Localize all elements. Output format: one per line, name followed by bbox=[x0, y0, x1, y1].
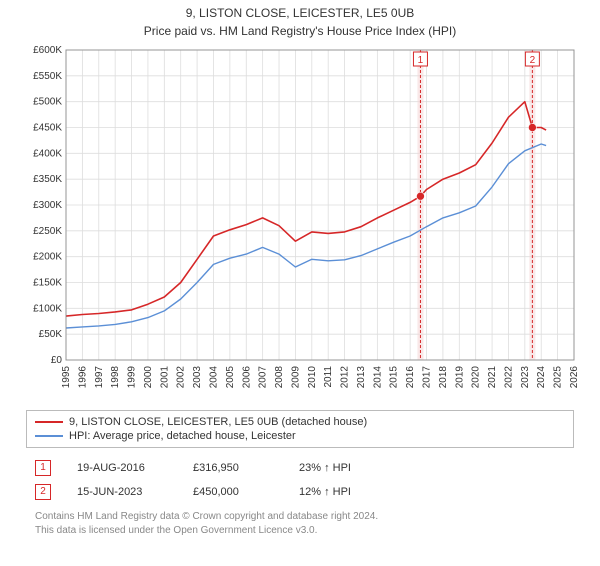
svg-text:2: 2 bbox=[530, 55, 536, 66]
svg-text:£600K: £600K bbox=[33, 45, 62, 56]
svg-text:2014: 2014 bbox=[372, 366, 383, 389]
svg-text:2024: 2024 bbox=[536, 366, 547, 389]
legend-swatch bbox=[35, 421, 63, 423]
legend-item: HPI: Average price, detached house, Leic… bbox=[35, 429, 565, 443]
svg-text:2010: 2010 bbox=[307, 366, 318, 389]
svg-text:£300K: £300K bbox=[33, 200, 62, 211]
svg-text:2000: 2000 bbox=[143, 366, 154, 389]
svg-text:2025: 2025 bbox=[553, 366, 564, 389]
svg-text:2026: 2026 bbox=[569, 366, 580, 389]
svg-text:£50K: £50K bbox=[39, 329, 63, 340]
svg-text:2007: 2007 bbox=[258, 366, 269, 389]
svg-text:2019: 2019 bbox=[454, 366, 465, 389]
trade-row: 1 19-AUG-2016 £316,950 23% ↑ HPI bbox=[35, 456, 565, 480]
trade-price: £450,000 bbox=[193, 486, 273, 498]
svg-text:2020: 2020 bbox=[471, 366, 482, 389]
svg-text:2021: 2021 bbox=[487, 366, 498, 389]
svg-text:£400K: £400K bbox=[33, 148, 62, 159]
svg-text:1998: 1998 bbox=[110, 366, 121, 389]
trade-date: 15-JUN-2023 bbox=[77, 486, 167, 498]
svg-text:£100K: £100K bbox=[33, 303, 62, 314]
legend-item: 9, LISTON CLOSE, LEICESTER, LE5 0UB (det… bbox=[35, 415, 565, 429]
trade-date: 19-AUG-2016 bbox=[77, 462, 167, 474]
svg-text:2011: 2011 bbox=[323, 366, 334, 388]
svg-text:1: 1 bbox=[418, 55, 424, 66]
trade-row: 2 15-JUN-2023 £450,000 12% ↑ HPI bbox=[35, 480, 565, 504]
svg-text:2005: 2005 bbox=[225, 366, 236, 389]
svg-text:2015: 2015 bbox=[389, 366, 400, 389]
svg-text:£250K: £250K bbox=[33, 226, 62, 237]
svg-text:1996: 1996 bbox=[77, 366, 88, 389]
page-title: 9, LISTON CLOSE, LEICESTER, LE5 0UB bbox=[0, 6, 600, 20]
legend: 9, LISTON CLOSE, LEICESTER, LE5 0UB (det… bbox=[26, 410, 574, 448]
svg-text:2012: 2012 bbox=[340, 366, 351, 389]
svg-text:2003: 2003 bbox=[192, 366, 203, 389]
svg-text:£500K: £500K bbox=[33, 97, 62, 108]
svg-text:£550K: £550K bbox=[33, 71, 62, 82]
svg-text:£150K: £150K bbox=[33, 278, 62, 289]
svg-text:£0: £0 bbox=[51, 355, 63, 366]
svg-text:2009: 2009 bbox=[290, 366, 301, 389]
svg-text:2008: 2008 bbox=[274, 366, 285, 389]
svg-text:2017: 2017 bbox=[422, 366, 433, 389]
footer-line: This data is licensed under the Open Gov… bbox=[35, 524, 565, 538]
svg-text:2006: 2006 bbox=[241, 366, 252, 389]
svg-text:2001: 2001 bbox=[159, 366, 170, 389]
page-subtitle: Price paid vs. HM Land Registry's House … bbox=[0, 24, 600, 38]
svg-text:2016: 2016 bbox=[405, 366, 416, 389]
svg-text:1999: 1999 bbox=[127, 366, 138, 389]
svg-text:1997: 1997 bbox=[94, 366, 105, 389]
svg-text:2004: 2004 bbox=[208, 366, 219, 389]
svg-text:2018: 2018 bbox=[438, 366, 449, 389]
legend-label: HPI: Average price, detached house, Leic… bbox=[69, 430, 296, 442]
svg-text:2022: 2022 bbox=[503, 366, 514, 389]
trade-hpi: 23% ↑ HPI bbox=[299, 462, 379, 474]
svg-text:1995: 1995 bbox=[61, 366, 72, 389]
trade-price: £316,950 bbox=[193, 462, 273, 474]
svg-text:£200K: £200K bbox=[33, 252, 62, 263]
svg-text:2023: 2023 bbox=[520, 366, 531, 389]
trade-marker: 1 bbox=[35, 460, 51, 476]
trade-hpi: 12% ↑ HPI bbox=[299, 486, 379, 498]
legend-label: 9, LISTON CLOSE, LEICESTER, LE5 0UB (det… bbox=[69, 416, 367, 428]
svg-text:2013: 2013 bbox=[356, 366, 367, 389]
svg-text:2002: 2002 bbox=[176, 366, 187, 389]
trade-marker: 2 bbox=[35, 484, 51, 500]
legend-swatch bbox=[35, 435, 63, 437]
trade-list: 1 19-AUG-2016 £316,950 23% ↑ HPI 2 15-JU… bbox=[35, 456, 565, 504]
svg-text:£450K: £450K bbox=[33, 123, 62, 134]
footer-line: Contains HM Land Registry data © Crown c… bbox=[35, 510, 565, 524]
container: 9, LISTON CLOSE, LEICESTER, LE5 0UB Pric… bbox=[0, 6, 600, 566]
footer: Contains HM Land Registry data © Crown c… bbox=[35, 510, 565, 537]
price-chart: £0 £50K £100K £150K £200K £250K £300K £350K £400… bbox=[20, 44, 580, 404]
svg-text:£350K: £350K bbox=[33, 174, 62, 185]
